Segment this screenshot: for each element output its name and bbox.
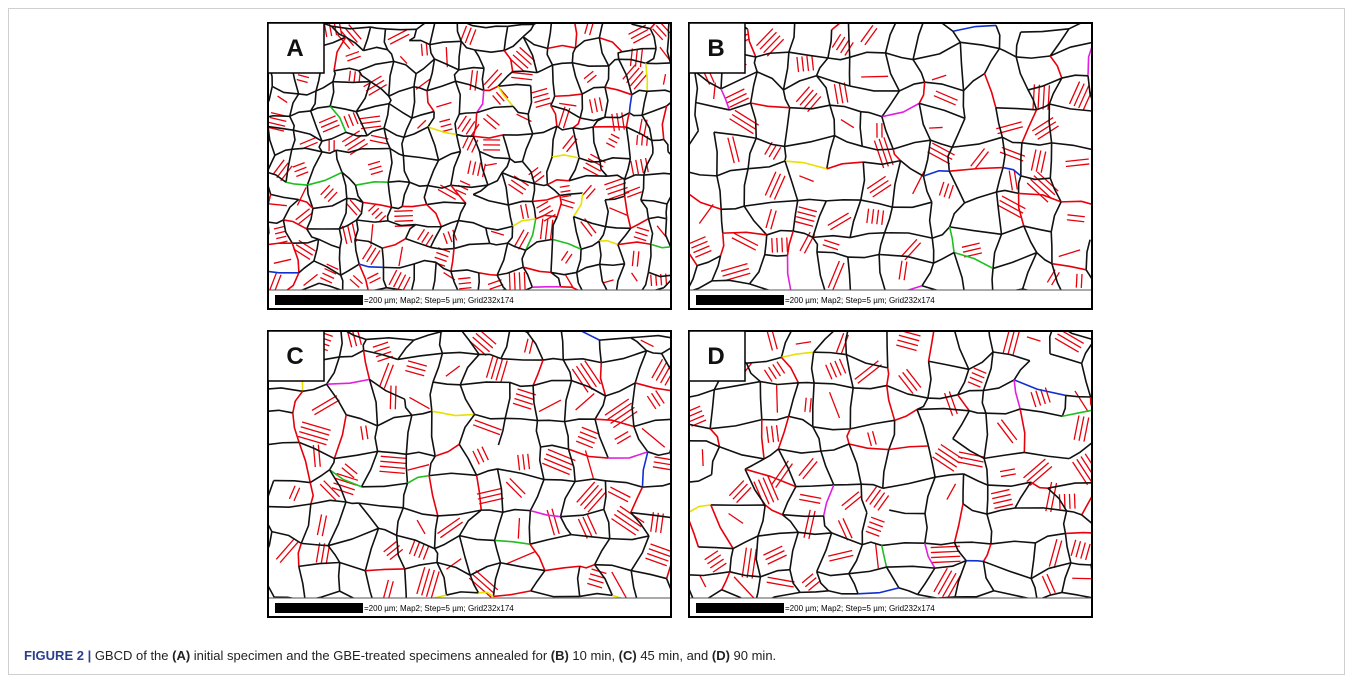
grain-boundary <box>333 82 371 83</box>
grain-boundary <box>966 561 983 562</box>
grain-boundary <box>785 146 786 161</box>
caption-segment: initial specimen and the GBE-treated spe… <box>190 648 551 663</box>
figure-frame <box>8 8 1345 675</box>
twin-boundary <box>782 238 783 253</box>
twin-boundary <box>777 385 778 412</box>
panel-label: D <box>707 343 724 370</box>
twin-boundary <box>861 76 888 77</box>
ebsd-map: =200 µm; Map2; Step=5 µm; Grid232x174 A <box>267 22 672 310</box>
twin-boundary <box>1081 274 1082 288</box>
grain-boundary <box>987 485 988 514</box>
caption-segment: 45 min, and <box>637 648 712 663</box>
caption-segment: 10 min, <box>569 648 619 663</box>
twin-boundary <box>777 238 778 253</box>
caption-segment: (C) <box>619 648 637 663</box>
scale-text: =200 µm; Map2; Step=5 µm; Grid232x174 <box>785 296 935 305</box>
twin-boundary <box>772 238 773 253</box>
scale-bar <box>696 295 784 305</box>
scale-bar <box>696 603 784 613</box>
ebsd-map: =200 µm; Map2; Step=5 µm; Grid232x174 C <box>267 330 672 618</box>
grain-boundary <box>1065 533 1093 534</box>
twin-boundary <box>702 449 703 466</box>
caption-segment: GBCD of the <box>91 648 172 663</box>
grain-boundary <box>646 63 671 64</box>
twin-boundary <box>394 216 413 217</box>
twin-boundary <box>1076 274 1077 288</box>
grain-boundary <box>963 474 964 504</box>
caption-segment: FIGURE 2 | <box>24 648 91 663</box>
twin-boundary <box>1059 494 1060 509</box>
twin-boundary <box>509 273 510 290</box>
twin-boundary <box>394 211 413 212</box>
twin-boundary <box>519 272 520 289</box>
grain-boundary <box>992 268 993 291</box>
twin-boundary <box>651 275 652 286</box>
grain-boundary <box>798 383 814 384</box>
grain-boundary <box>887 330 888 368</box>
panel-label: A <box>286 35 303 62</box>
twin-boundary <box>395 386 396 409</box>
twin-boundary <box>395 221 414 222</box>
twin-boundary <box>1072 578 1093 579</box>
scale-bar <box>275 295 363 305</box>
twin-boundary <box>524 272 525 289</box>
caption-segment: (D) <box>712 648 730 663</box>
twin-boundary <box>637 135 638 145</box>
twin-boundary <box>929 127 943 128</box>
twin-boundary <box>642 135 643 145</box>
ebsd-map: =200 µm; Map2; Step=5 µm; Grid232x174 D <box>688 330 1093 618</box>
twin-boundary <box>787 237 788 252</box>
twin-boundary <box>1069 494 1070 509</box>
panel-label: C <box>286 343 303 370</box>
twin-boundary <box>390 386 391 409</box>
grain-boundary <box>834 484 861 485</box>
grain-boundary <box>385 29 416 30</box>
figure-caption: FIGURE 2 | GBCD of the (A) initial speci… <box>24 648 776 663</box>
grain-boundary <box>666 204 667 219</box>
scale-bar <box>275 603 363 613</box>
caption-segment: (A) <box>172 648 190 663</box>
caption-segment: (B) <box>551 648 569 663</box>
panel-label: B <box>707 35 724 62</box>
caption-segment: 90 min. <box>730 648 776 663</box>
scale-text: =200 µm; Map2; Step=5 µm; Grid232x174 <box>785 604 935 613</box>
twin-boundary <box>1074 494 1075 509</box>
scale-text: =200 µm; Map2; Step=5 µm; Grid232x174 <box>364 604 514 613</box>
scale-text: =200 µm; Map2; Step=5 µm; Grid232x174 <box>364 296 514 305</box>
twin-boundary <box>514 272 515 289</box>
grain-boundary <box>1051 232 1052 264</box>
ebsd-map: =200 µm; Map2; Step=5 µm; Grid232x174 B <box>688 22 1093 310</box>
